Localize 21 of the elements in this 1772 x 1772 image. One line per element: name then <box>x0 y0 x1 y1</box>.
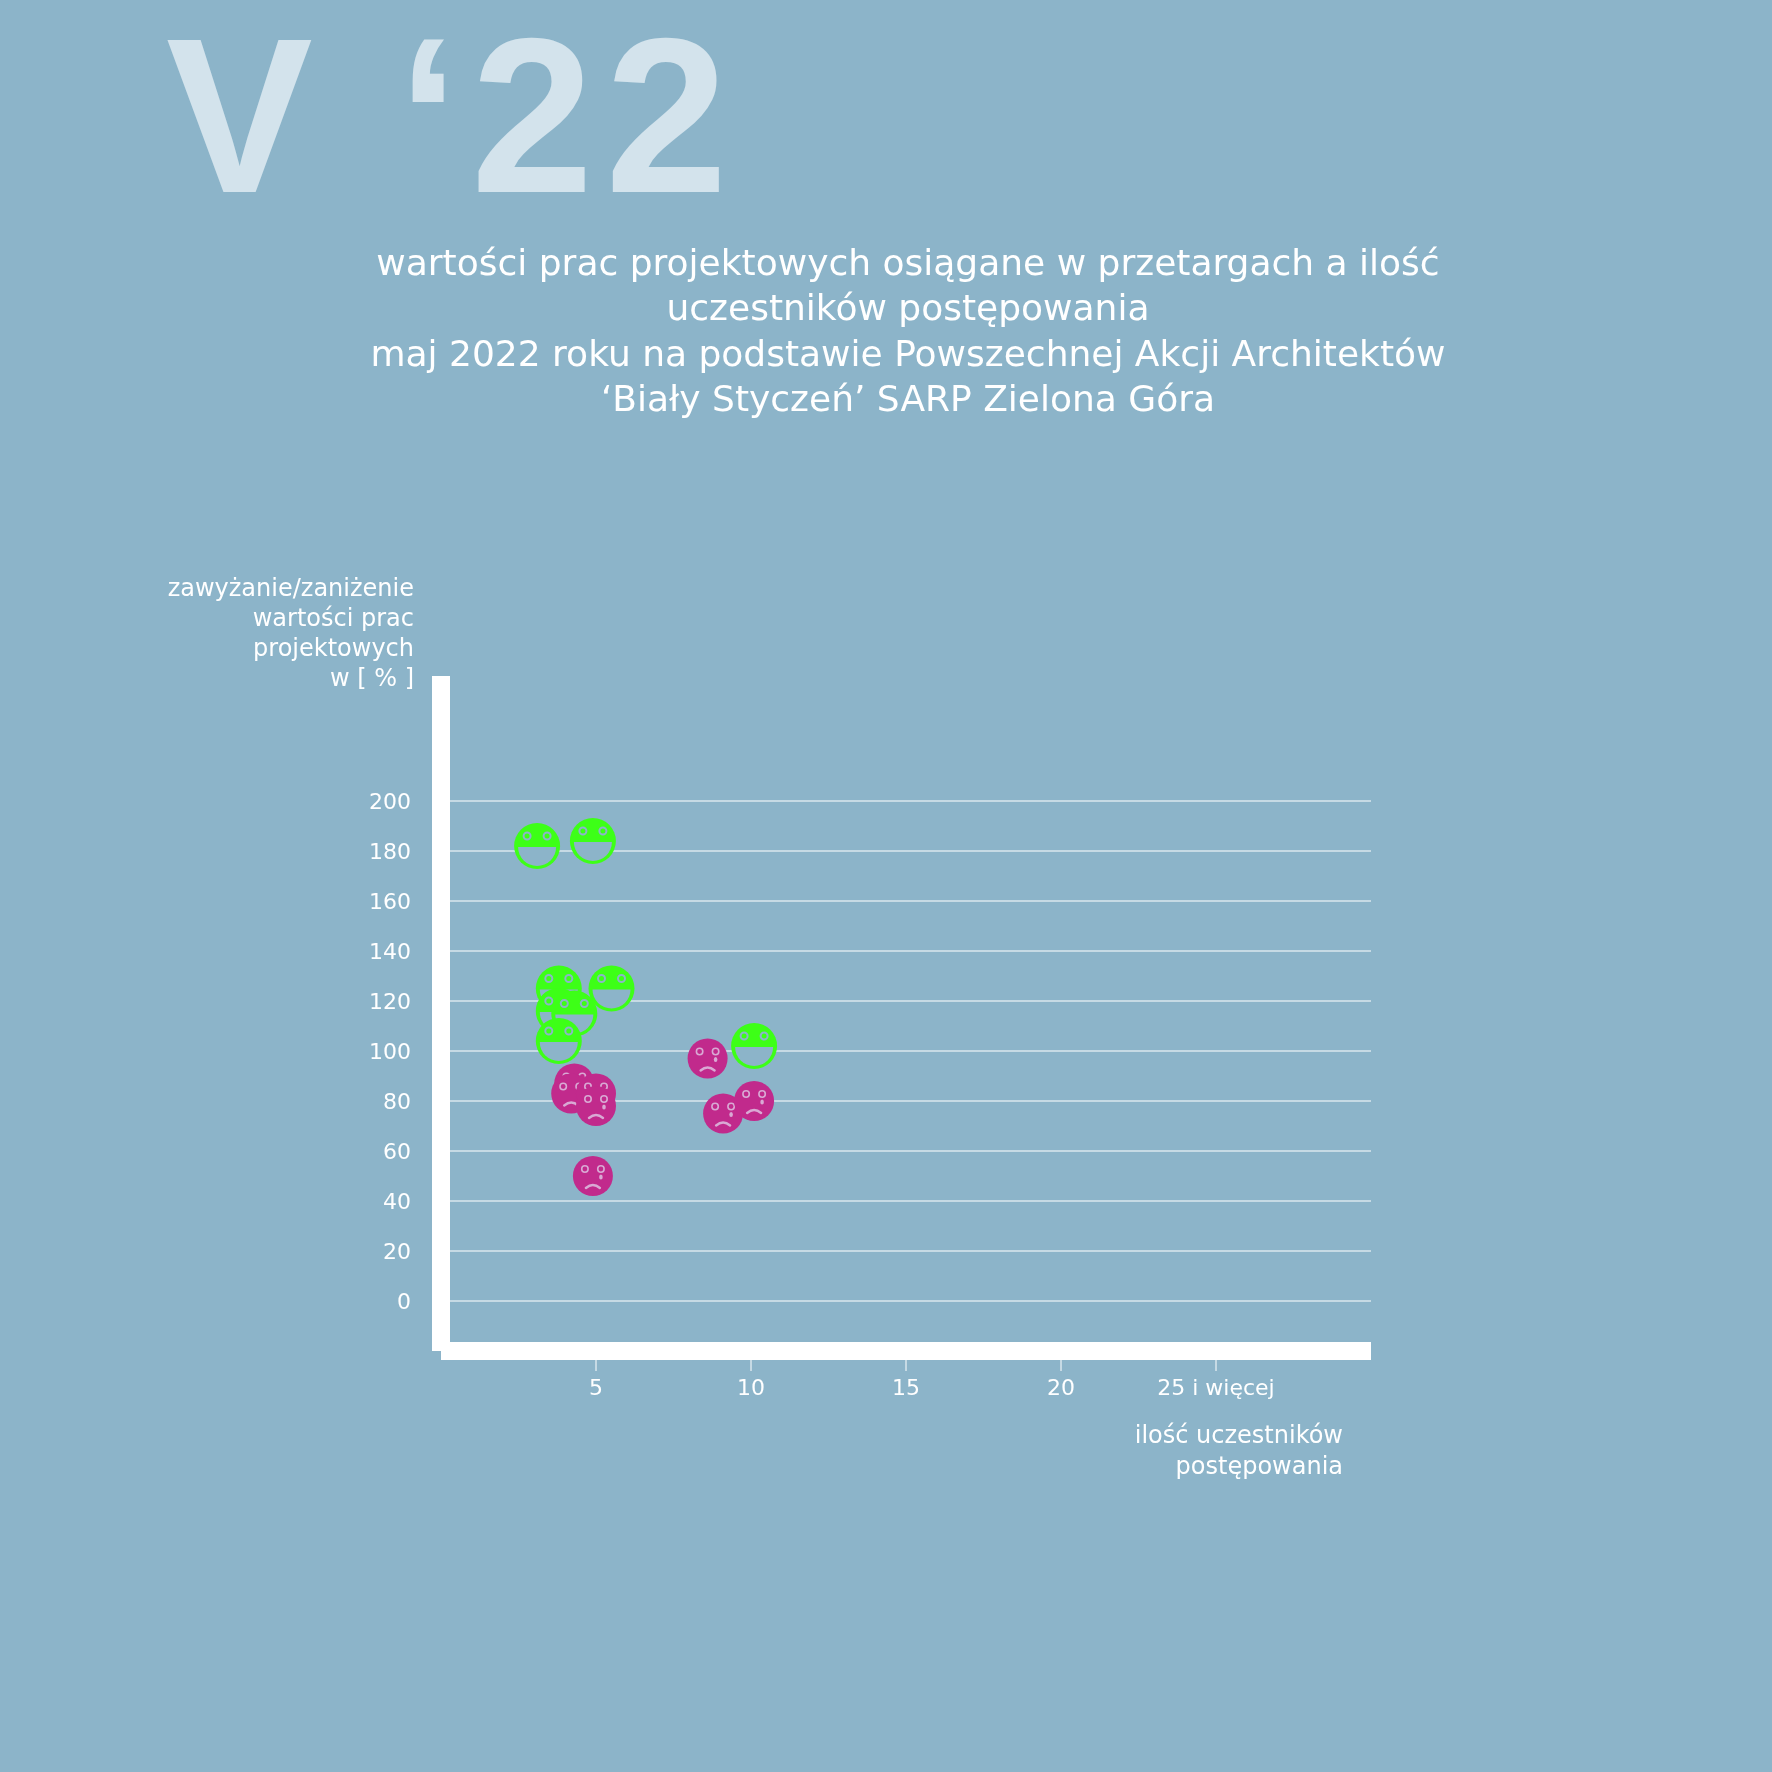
x-axis-title: ilość uczestników postępowania <box>1133 1420 1343 1482</box>
x-tick-label: 15 <box>892 1374 920 1400</box>
point <box>687 1038 728 1079</box>
x-tick-label: 20 <box>1047 1374 1075 1400</box>
y-tick-label: 40 <box>383 1188 411 1214</box>
x-tick-label: 25 i więcej <box>1157 1374 1275 1400</box>
y-tick-label: 20 <box>383 1238 411 1264</box>
y-tick-label: 0 <box>397 1288 411 1314</box>
y-tick-label: 120 <box>369 988 411 1014</box>
y-tick-label: 160 <box>369 888 411 914</box>
chart-subtitle: wartości prac projektowych osiągane w przetargach a ilość uczestników postępowania maj 2022 roku na podstawie Powszechnej Akcji Architektów ‘Biały Styczeń’ SARP Zielona Góra <box>369 241 1447 421</box>
x-tick-label: 10 <box>737 1374 765 1400</box>
y-axis-title: zawyżanie/zaniżenie wartości prac projektowych w [ % ] <box>166 573 414 693</box>
y-tick-label: 100 <box>369 1038 411 1064</box>
y-tick-label: 200 <box>369 788 411 814</box>
chart-title: V ‘22 <box>166 0 740 239</box>
y-tick-label: 180 <box>369 838 411 864</box>
x-tick-label: 5 <box>589 1374 603 1400</box>
y-tick-label: 140 <box>369 938 411 964</box>
y-tick-label: 60 <box>383 1138 411 1164</box>
y-tick-label: 80 <box>383 1088 411 1114</box>
